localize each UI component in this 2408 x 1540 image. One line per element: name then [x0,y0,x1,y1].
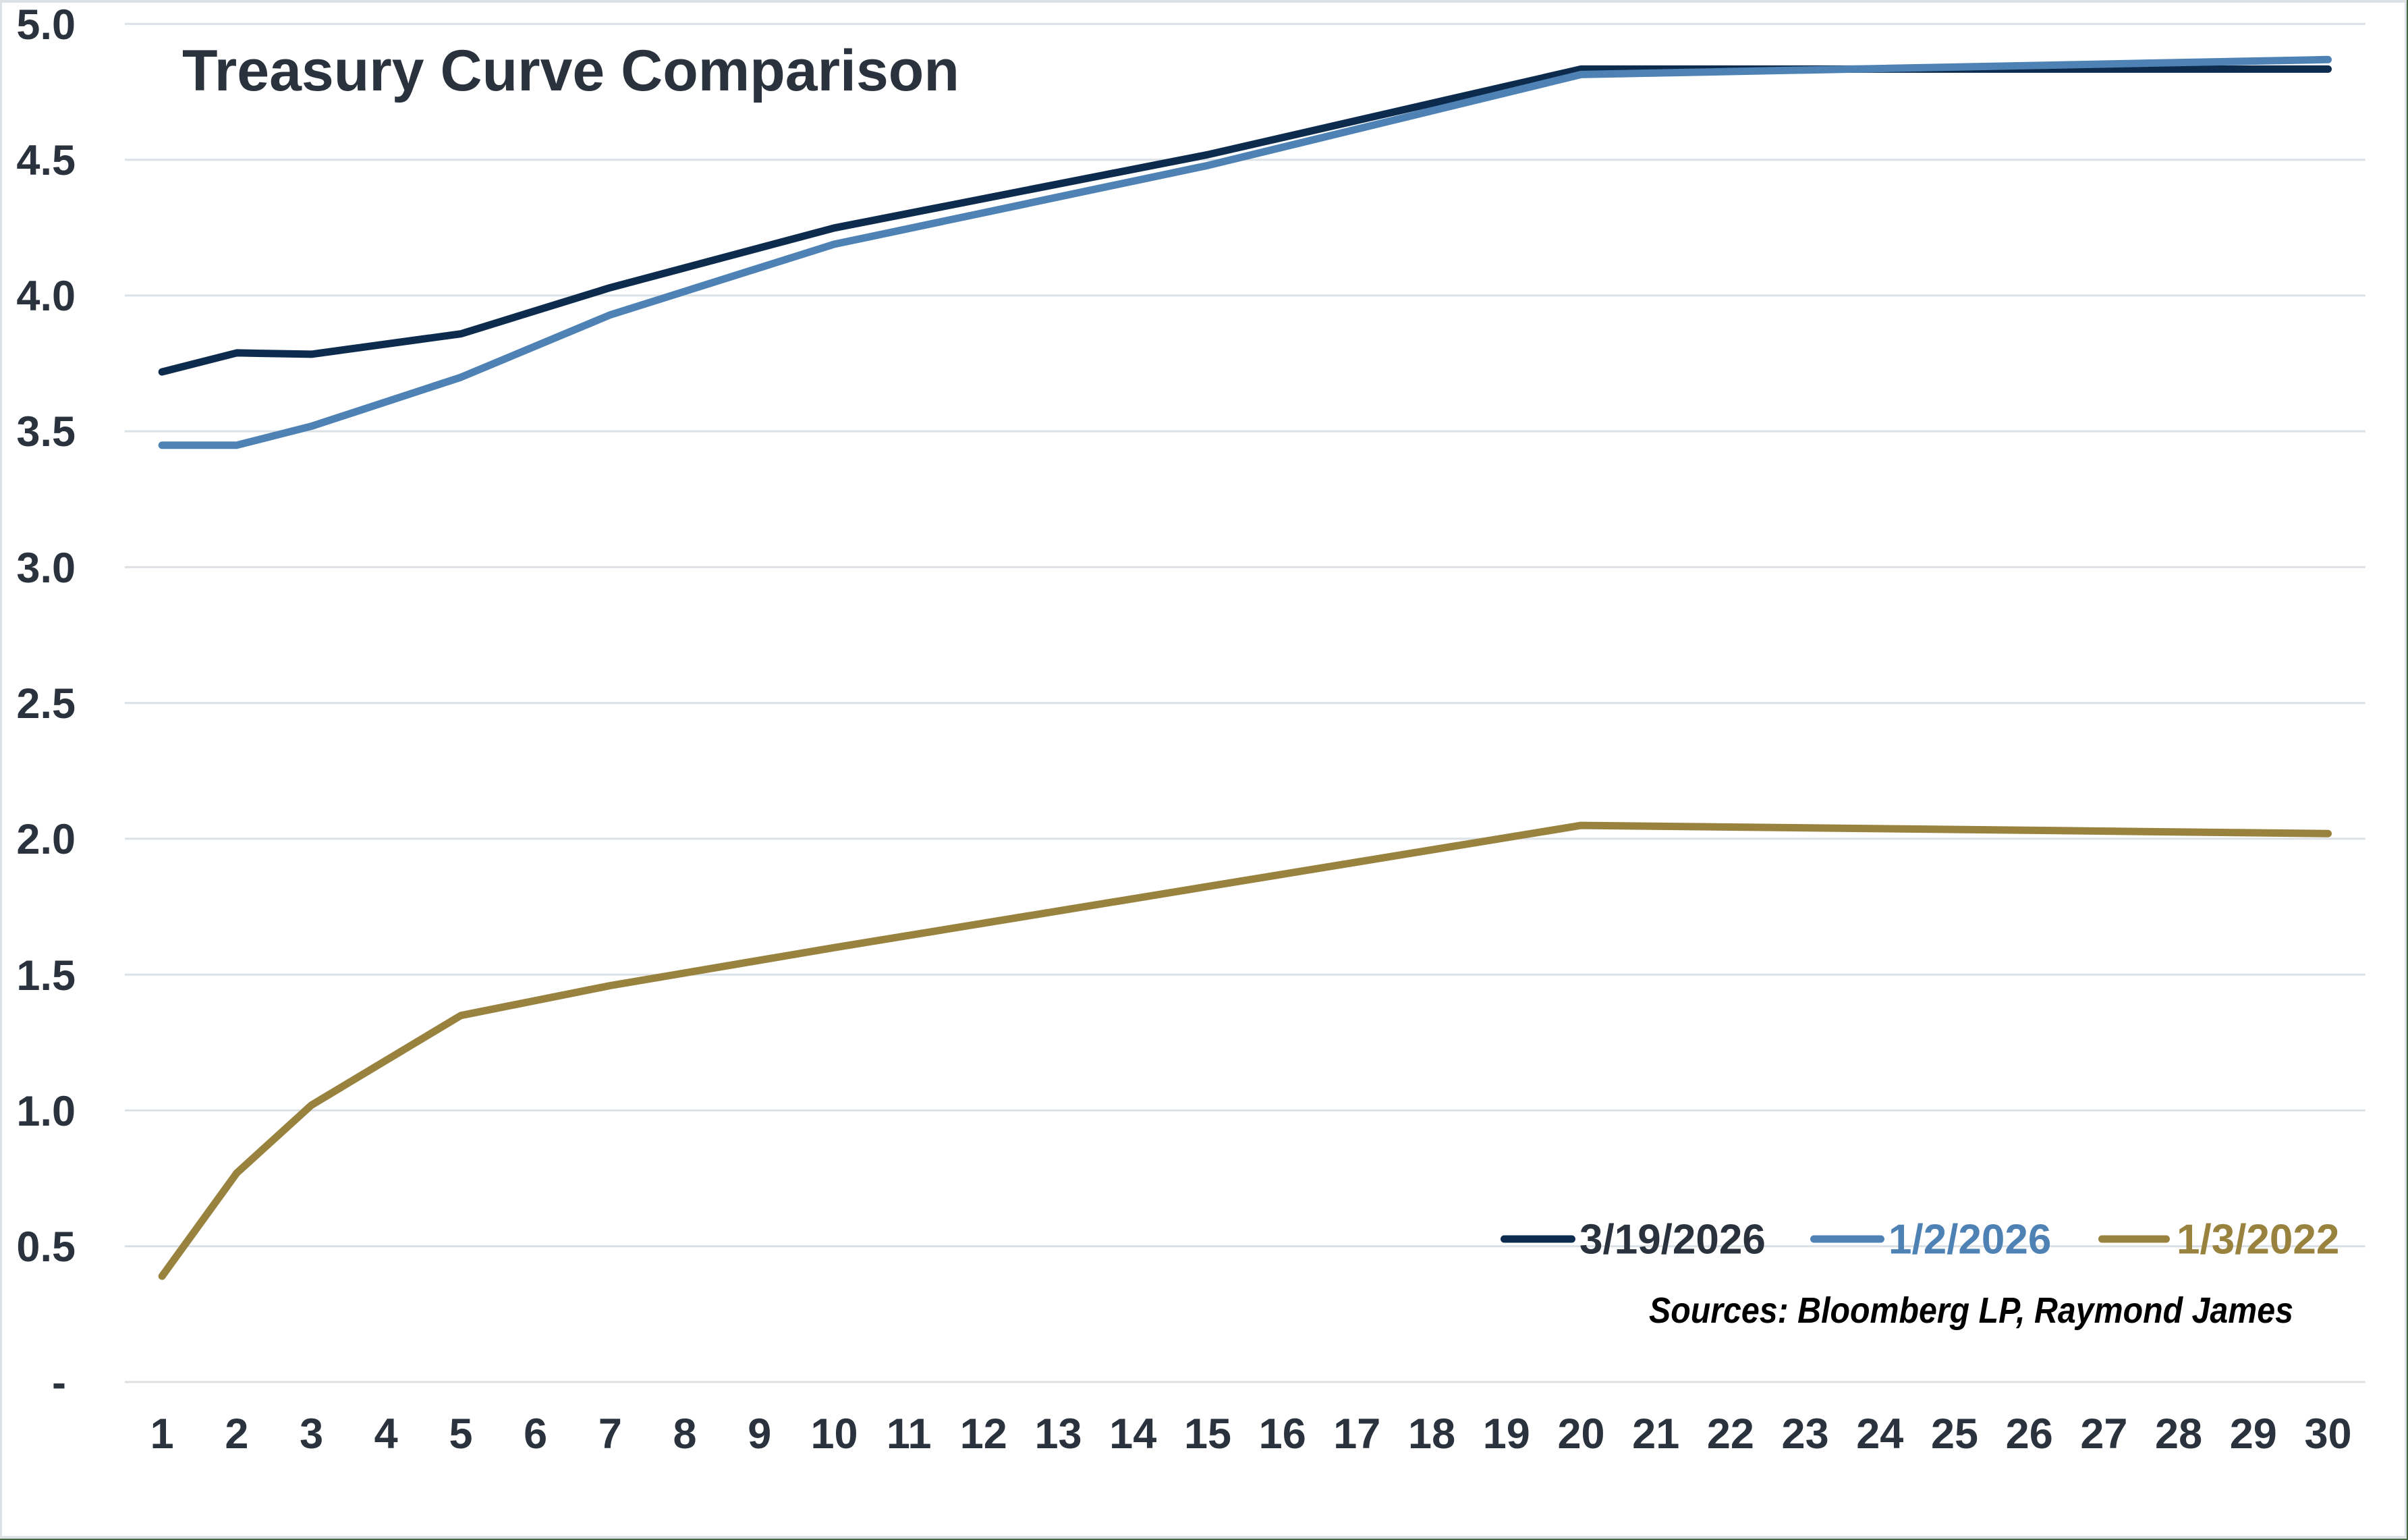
svg-text:1/3/2022: 1/3/2022 [2177,1217,2339,1263]
svg-text:7: 7 [598,1410,622,1458]
svg-text:22: 22 [1707,1410,1754,1458]
svg-text:25: 25 [1931,1410,1978,1458]
svg-text:16: 16 [1259,1410,1306,1458]
svg-text:4.5: 4.5 [16,137,76,184]
svg-text:9: 9 [748,1410,771,1458]
svg-text:11: 11 [887,1410,932,1458]
svg-text:15: 15 [1184,1410,1231,1458]
svg-text:28: 28 [2155,1410,2202,1458]
svg-text:12: 12 [960,1410,1007,1458]
svg-text:10: 10 [810,1410,858,1458]
svg-text:13: 13 [1034,1410,1082,1458]
svg-text:20: 20 [1557,1410,1604,1458]
svg-text:1.5: 1.5 [16,952,76,999]
svg-text:4: 4 [374,1410,398,1458]
svg-text:2.5: 2.5 [16,680,76,727]
svg-text:18: 18 [1408,1410,1455,1458]
svg-text:-: - [52,1359,66,1406]
svg-text:3.0: 3.0 [16,545,76,592]
svg-text:3.5: 3.5 [16,408,76,456]
svg-text:14: 14 [1109,1410,1156,1458]
svg-text:3/19/2026: 3/19/2026 [1579,1217,1766,1263]
svg-text:1.0: 1.0 [16,1088,76,1135]
svg-text:1: 1 [150,1410,174,1458]
svg-text:0.5: 0.5 [16,1223,76,1271]
svg-text:24: 24 [1856,1410,1903,1458]
svg-text:29: 29 [2230,1410,2277,1458]
svg-text:2: 2 [225,1410,248,1458]
svg-text:27: 27 [2080,1410,2127,1458]
svg-text:Sources: Bloomberg LP, Raymond: Sources: Bloomberg LP, Raymond James [1649,1290,2293,1331]
svg-text:21: 21 [1632,1410,1679,1458]
svg-text:Treasury Curve Comparison: Treasury Curve Comparison [182,38,959,103]
svg-text:19: 19 [1483,1410,1530,1458]
svg-text:5: 5 [449,1410,472,1458]
svg-text:30: 30 [2304,1410,2351,1458]
svg-text:26: 26 [2006,1410,2053,1458]
svg-text:5.0: 5.0 [16,1,76,49]
svg-text:23: 23 [1782,1410,1829,1458]
svg-text:4.0: 4.0 [16,273,76,320]
svg-text:1/2/2026: 1/2/2026 [1888,1217,2051,1263]
svg-text:2.0: 2.0 [16,816,76,863]
svg-text:3: 3 [300,1410,323,1458]
svg-text:6: 6 [524,1410,547,1458]
svg-text:8: 8 [673,1410,696,1458]
svg-text:17: 17 [1333,1410,1380,1458]
